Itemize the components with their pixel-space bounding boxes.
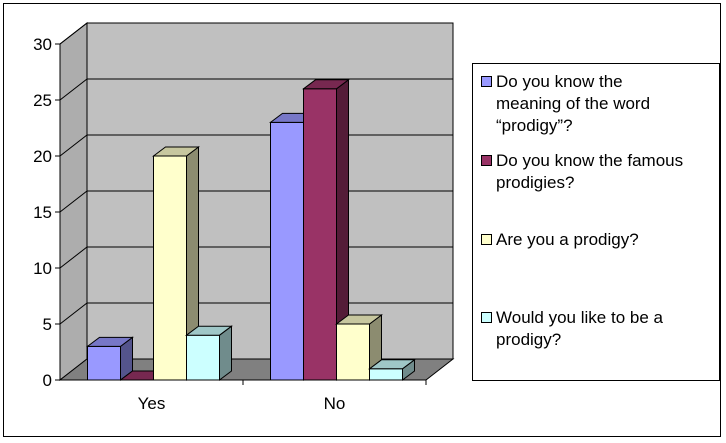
legend-label-famous: Do you know the famous prodigies? [496,151,684,192]
legend: Do you know the meaning of the word “pro… [472,63,720,381]
bar-no-series-4-top [368,359,416,370]
legend-swatch-meaning [481,76,492,87]
gridline-30 [59,22,453,45]
legend-item-famous: Do you know the famous prodigies? [481,150,717,194]
legend-label-meaning: Do you know the meaning of the word “pro… [496,72,651,135]
x-tick-label-yes: Yes [138,394,166,413]
bar-no-series-1-front [270,121,304,381]
legend-label-would-like: Would you like to be a prodigy? [496,308,663,349]
bar-no-series-4-front [369,368,403,381]
bar-no-series-3-top [335,314,383,325]
bar-no-series-3-front [336,323,370,381]
bar-yes-series-1-top [86,336,134,347]
y-tick-label-25: 25 [33,91,52,110]
y-tick-label-20: 20 [33,147,52,166]
gridline-25 [59,78,453,101]
legend-item-would-like: Would you like to be a prodigy? [481,307,717,351]
y-tick-label-10: 10 [33,259,52,278]
y-tick-label-5: 5 [43,315,52,334]
bar-yes-series-3-front [153,155,187,381]
legend-item-are-you: Are you a prodigy? [481,229,717,251]
bar-no-series-2-top [302,79,350,90]
legend-swatch-famous [481,155,492,166]
legend-item-meaning: Do you know the meaning of the word “pro… [481,71,717,137]
bar-yes-series-3-top [152,146,200,157]
bar-no-series-2-front [303,88,337,381]
bar-yes-series-4-front [186,334,220,381]
y-tick-label-15: 15 [33,203,52,222]
x-tick-label-no: No [324,394,346,413]
bar-yes-series-4-top [185,325,233,336]
legend-swatch-are-you [481,234,492,245]
legend-swatch-would-like [481,312,492,323]
legend-label-are-you: Are you a prodigy? [496,230,639,249]
y-tick-label-30: 30 [33,35,52,54]
y-tick-label-0: 0 [43,371,52,390]
bar-yes-series-1-front [87,345,121,381]
